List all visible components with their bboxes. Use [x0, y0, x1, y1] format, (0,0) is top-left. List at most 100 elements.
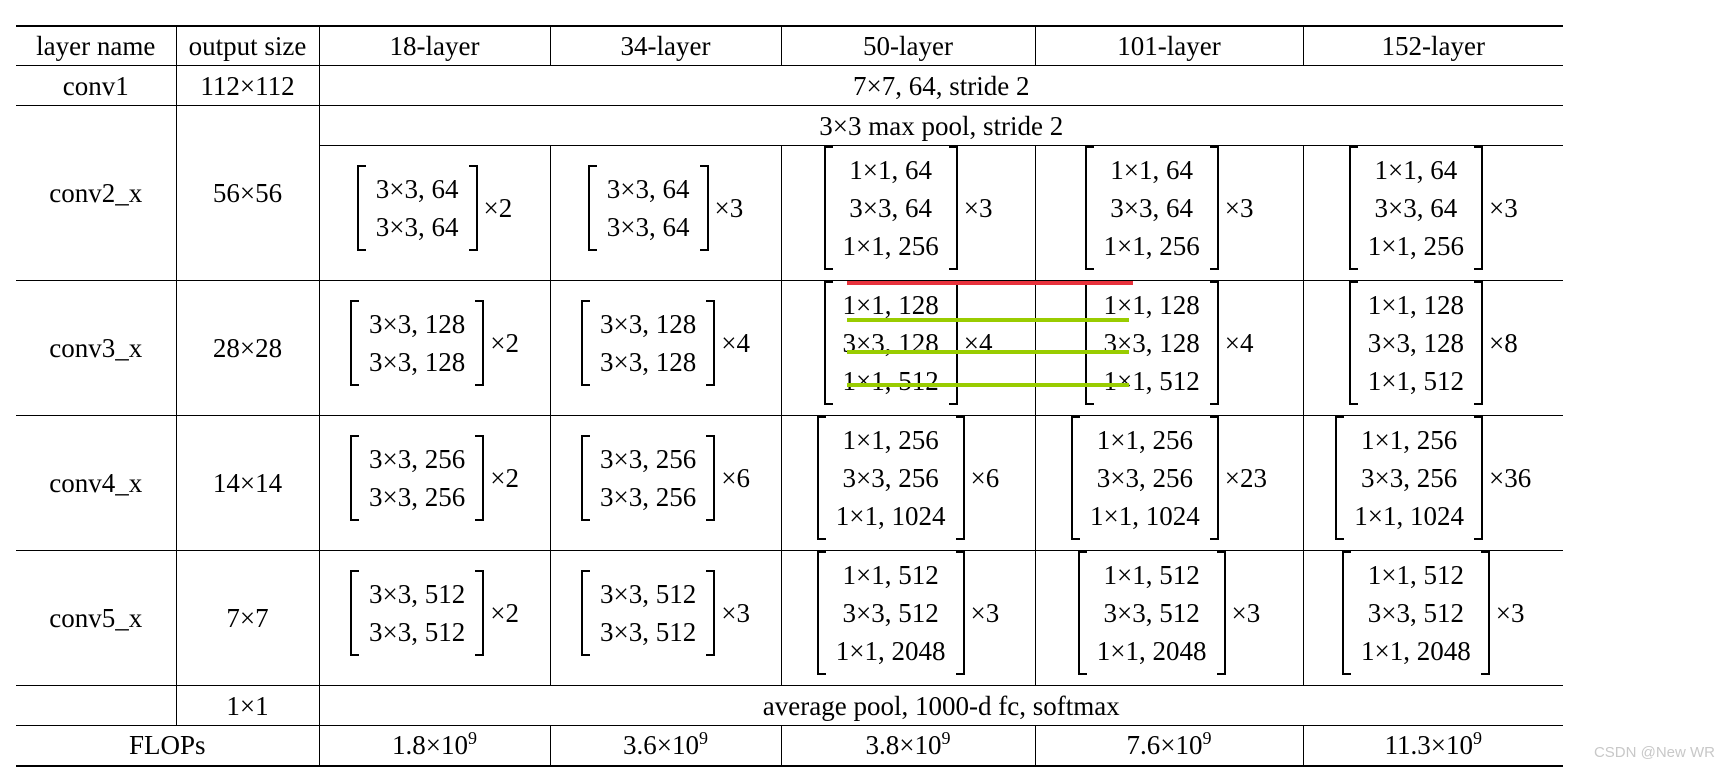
col-header-50-layer: 50-layer	[780, 26, 1036, 66]
block-rows: 1×1, 512 3×3, 512 1×1, 2048	[1087, 556, 1217, 670]
row-conv2-blocks: 3×3, 64 3×3, 64 ×2 3×3, 64 3×3, 64 ×3 1×1, 6…	[16, 145, 1563, 281]
layer-name: conv4_x	[16, 415, 177, 551]
right-bracket	[475, 570, 485, 656]
block-row: 3×3, 512	[842, 598, 939, 628]
block-row: 1×1, 256	[1103, 231, 1200, 261]
green-annotation-line	[847, 350, 1129, 354]
block-row: 1×1, 256	[842, 425, 939, 455]
col-header-34-layer: 34-layer	[549, 26, 782, 66]
left-bracket	[350, 570, 360, 656]
block-cell: 1×1, 64 3×3, 64 1×1, 256 ×3	[1034, 145, 1304, 281]
right-bracket	[1474, 146, 1483, 270]
block-cell: 3×3, 512 3×3, 512 ×3	[549, 550, 782, 686]
block-cell: 3×3, 64 3×3, 64 ×3	[549, 145, 782, 281]
block-multiplier: ×3	[963, 193, 993, 223]
block-row: 3×3, 512	[369, 617, 466, 647]
layer-name-empty	[16, 685, 177, 726]
block-multiplier: ×4	[721, 328, 750, 358]
block-row: 3×3, 512	[1103, 598, 1200, 628]
block-row: 3×3, 64	[1110, 193, 1193, 223]
block-row: 1×1, 256	[1361, 425, 1458, 455]
output-size: 56×56	[175, 105, 320, 281]
block-row: 1×1, 128	[842, 290, 939, 320]
block-row: 3×3, 512	[600, 617, 697, 647]
block-cell: 1×1, 128 3×3, 128 1×1, 512 ×4	[780, 280, 1036, 416]
right-bracket	[1474, 281, 1483, 405]
block-rows: 1×1, 256 3×3, 256 1×1, 1024	[1344, 421, 1474, 535]
block-multiplier: ×3	[1224, 193, 1254, 223]
block-row: 3×3, 256	[369, 444, 466, 474]
block-row: 1×1, 256	[1367, 231, 1464, 261]
right-bracket	[955, 551, 965, 675]
green-annotation-line	[847, 318, 1129, 322]
block-multiplier: ×3	[721, 598, 750, 628]
block-rows: 1×1, 64 3×3, 64 1×1, 256	[1358, 151, 1474, 265]
block-rows: 3×3, 128 3×3, 128	[359, 305, 475, 381]
col-header-101-layer: 101-layer	[1034, 26, 1304, 66]
block-row: 1×1, 2048	[835, 636, 946, 666]
block-multiplier: ×2	[490, 463, 519, 493]
residual-block: 3×3, 64 3×3, 64 ×3	[587, 165, 744, 251]
block-row: 3×3, 64	[606, 174, 690, 204]
header-row: layer name output size 18-layer 34-layer…	[16, 26, 1563, 66]
block-cell: 3×3, 128 3×3, 128 ×2	[318, 280, 551, 416]
block-row: 3×3, 128	[1103, 328, 1200, 358]
row-conv5: conv5_x 7×7 3×3, 512 3×3, 512 ×2 3×3, 512 3…	[16, 550, 1563, 686]
left-bracket	[823, 281, 833, 405]
block-cell: 3×3, 64 3×3, 64 ×2	[319, 145, 551, 281]
residual-block: 1×1, 64 3×3, 64 1×1, 256 ×3	[1348, 146, 1518, 270]
final-spec: average pool, 1000-d fc, softmax	[318, 685, 1563, 726]
block-multiplier: ×23	[1224, 463, 1267, 493]
block-row: 1×1, 512	[1103, 366, 1200, 396]
block-rows: 3×3, 512 3×3, 512	[590, 575, 706, 651]
left-bracket	[350, 435, 360, 521]
block-multiplier: ×2	[490, 598, 519, 628]
right-bracket	[1209, 146, 1219, 270]
block-cell: 1×1, 64 3×3, 64 1×1, 256 ×3	[1302, 145, 1563, 281]
block-row: 1×1, 1024	[1090, 501, 1200, 531]
block-cell: 1×1, 512 3×3, 512 1×1, 2048 ×3	[1034, 550, 1304, 686]
block-row: 1×1, 64	[849, 155, 932, 185]
left-bracket	[587, 165, 597, 251]
row-conv4: conv4_x 14×14 3×3, 256 3×3, 256 ×2 3×3, 25…	[16, 415, 1563, 551]
block-rows: 3×3, 512 3×3, 512	[359, 575, 475, 651]
right-bracket	[948, 146, 958, 270]
block-rows: 3×3, 64 3×3, 64	[366, 170, 469, 246]
block-multiplier: ×6	[970, 463, 1000, 493]
block-rows: 1×1, 64 3×3, 64 1×1, 256	[833, 151, 949, 265]
block-row: 3×3, 512	[1367, 598, 1464, 628]
block-multiplier: ×6	[721, 463, 750, 493]
residual-block: 1×1, 256 3×3, 256 1×1, 1024 ×23	[1071, 416, 1267, 540]
left-bracket	[581, 570, 591, 656]
residual-block: 1×1, 64 3×3, 64 1×1, 256 ×3	[1084, 146, 1254, 270]
output-size: 112×112	[175, 65, 320, 106]
red-annotation-line	[847, 281, 1133, 285]
left-bracket	[1077, 551, 1087, 675]
block-row: 1×1, 512	[842, 560, 939, 590]
block-row: 3×3, 512	[600, 579, 697, 609]
block-rows: 3×3, 64 3×3, 64	[597, 170, 700, 246]
row-conv1: conv1 112×112 7×7, 64, stride 2	[16, 65, 1563, 106]
block-row: 3×3, 128	[600, 347, 697, 377]
flops-value: 1.8×109	[318, 725, 551, 766]
block-row: 3×3, 64	[849, 193, 932, 223]
left-bracket	[823, 146, 833, 270]
output-size: 7×7	[175, 550, 320, 686]
left-bracket	[1071, 416, 1081, 540]
left-bracket	[1342, 551, 1352, 675]
block-row: 1×1, 512	[842, 366, 939, 396]
block-multiplier: ×4	[963, 328, 993, 358]
left-bracket	[1348, 281, 1358, 405]
block-row: 1×1, 1024	[1354, 501, 1464, 531]
left-bracket	[816, 416, 826, 540]
col-header-layer-name: layer name	[16, 26, 177, 66]
layer-name: conv1	[16, 65, 177, 106]
block-cell: 3×3, 512 3×3, 512 ×2	[318, 550, 551, 686]
block-cell: 1×1, 512 3×3, 512 1×1, 2048 ×3	[1302, 550, 1563, 686]
block-row: 1×1, 64	[1110, 155, 1193, 185]
right-bracket	[955, 416, 965, 540]
left-bracket	[1084, 146, 1094, 270]
left-bracket	[356, 165, 366, 251]
block-multiplier: ×3	[714, 193, 744, 223]
block-row: 1×1, 2048	[1096, 636, 1207, 666]
